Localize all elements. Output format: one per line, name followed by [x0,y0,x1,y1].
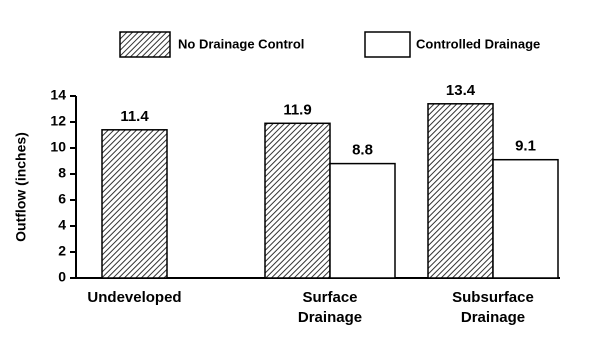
bar [101,129,168,279]
x-tick-label: Undeveloped [87,289,182,306]
value-label: 13.4 [446,82,476,99]
value-label: 11.4 [120,108,149,125]
y-tick-label: 12 [50,113,66,129]
bar [492,158,559,279]
y-tick-label: 0 [58,269,66,285]
legend-label: No Drainage Control [178,36,304,51]
value-label: 8.8 [352,142,373,159]
value-label: 9.1 [515,138,536,155]
legend-swatch [119,31,171,58]
bar [264,122,331,279]
y-tick-label: 2 [58,243,66,259]
legend-swatch [364,31,411,58]
y-tick-label: 14 [50,87,66,103]
x-tick-label: Surface Drainage [297,289,363,326]
bar [427,103,494,279]
legend-label: Controlled Drainage [416,36,540,51]
y-tick-label: 4 [58,217,66,233]
y-tick-label: 10 [50,139,66,155]
y-tick-label: 8 [58,165,66,181]
value-label: 11.9 [283,101,311,118]
y-axis-label: Outflow (inches) [13,132,29,242]
bar [329,162,396,279]
y-tick-label: 6 [58,191,66,207]
x-tick-label: Subsurface Drainage [452,289,534,326]
